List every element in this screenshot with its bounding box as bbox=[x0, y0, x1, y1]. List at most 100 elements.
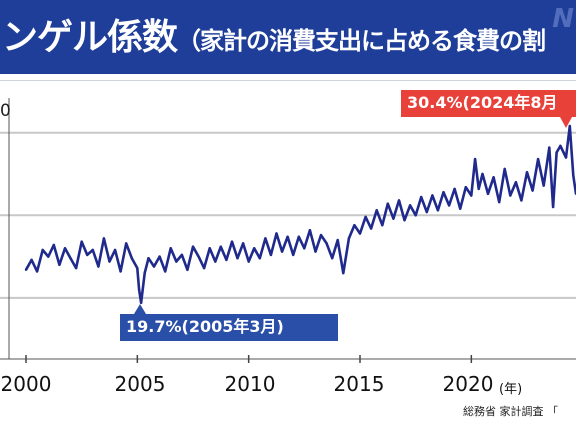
data-point-12 bbox=[91, 248, 95, 252]
data-point-91 bbox=[514, 181, 518, 184]
callout-high-pointer bbox=[560, 117, 572, 128]
data-point-0 bbox=[24, 268, 28, 271]
data-point-55 bbox=[319, 233, 323, 237]
data-point-86 bbox=[486, 192, 490, 195]
data-point-14 bbox=[102, 237, 106, 240]
x-tick-label-2000: 2000 bbox=[0, 372, 52, 396]
data-point-2 bbox=[35, 270, 39, 273]
data-point-4 bbox=[47, 255, 50, 258]
data-point-17 bbox=[119, 270, 122, 273]
data-point-8 bbox=[69, 257, 72, 260]
data-point-97 bbox=[548, 146, 551, 149]
data-point-67 bbox=[386, 202, 389, 205]
data-point-69 bbox=[397, 199, 401, 202]
data-point-101 bbox=[564, 156, 568, 159]
data-point-68 bbox=[392, 217, 395, 220]
y-axis-label-fragment: 0 bbox=[0, 101, 11, 121]
data-point-56 bbox=[325, 242, 328, 245]
data-point-32 bbox=[191, 245, 195, 248]
data-point-76 bbox=[436, 209, 440, 212]
data-point-73 bbox=[420, 195, 423, 199]
data-point-26 bbox=[158, 255, 161, 258]
data-point-49 bbox=[286, 235, 289, 238]
data-point-47 bbox=[275, 232, 278, 235]
data-point-93 bbox=[525, 171, 529, 174]
data-point-15 bbox=[108, 260, 111, 263]
data-point-66 bbox=[381, 224, 384, 227]
data-point-78 bbox=[447, 204, 451, 207]
data-point-65 bbox=[375, 209, 378, 212]
data-point-82 bbox=[470, 194, 473, 197]
data-point-90 bbox=[509, 194, 512, 197]
annotation-low: 19.7%(2005年3月) bbox=[120, 314, 338, 341]
data-point-24 bbox=[147, 257, 150, 260]
data-point-31 bbox=[186, 268, 189, 271]
data-point-80 bbox=[459, 207, 462, 210]
data-point-25 bbox=[152, 265, 156, 268]
data-point-53 bbox=[308, 229, 312, 232]
data-point-33 bbox=[197, 255, 200, 258]
data-point-43 bbox=[253, 247, 256, 250]
title-main: ンゲル係数 bbox=[2, 17, 178, 58]
data-point-37 bbox=[219, 245, 222, 248]
data-point-27 bbox=[164, 270, 167, 273]
data-point-81 bbox=[464, 186, 467, 189]
data-point-45 bbox=[264, 237, 267, 240]
x-tick-label-2010: 2010 bbox=[224, 372, 276, 396]
x-tick-marks bbox=[25, 355, 473, 363]
data-points bbox=[24, 124, 576, 304]
data-point-59 bbox=[342, 271, 345, 275]
data-point-22 bbox=[139, 301, 143, 304]
title-subtitle: （家計の消費支出に占める食費の割 bbox=[177, 27, 546, 55]
data-point-100 bbox=[559, 144, 562, 148]
annotation-high: 30.4%(2024年8月 bbox=[401, 90, 576, 117]
gridlines bbox=[0, 131, 576, 299]
data-point-42 bbox=[247, 260, 250, 263]
data-point-23 bbox=[143, 271, 146, 275]
data-point-39 bbox=[230, 240, 234, 243]
x-axis-unit: (年) bbox=[499, 382, 523, 397]
data-point-103 bbox=[572, 174, 575, 177]
data-point-40 bbox=[236, 257, 239, 260]
data-point-16 bbox=[113, 248, 117, 252]
broadcaster-logo: N bbox=[552, 4, 574, 34]
data-point-62 bbox=[358, 232, 362, 235]
data-point-64 bbox=[369, 227, 373, 230]
data-point-19 bbox=[130, 257, 133, 260]
data-point-63 bbox=[364, 215, 367, 219]
data-point-96 bbox=[542, 184, 545, 187]
callout-low-pointer bbox=[134, 304, 146, 314]
data-point-85 bbox=[481, 172, 484, 176]
data-point-5 bbox=[52, 243, 55, 247]
data-point-50 bbox=[292, 253, 295, 257]
data-point-18 bbox=[125, 242, 128, 245]
data-point-46 bbox=[269, 253, 273, 257]
data-point-71 bbox=[408, 204, 412, 207]
data-point-36 bbox=[214, 260, 217, 263]
data-point-95 bbox=[536, 157, 540, 161]
data-point-34 bbox=[202, 266, 206, 270]
data-point-58 bbox=[336, 238, 339, 242]
data-point-74 bbox=[425, 210, 428, 214]
data-point-29 bbox=[175, 260, 178, 263]
data-point-28 bbox=[169, 247, 172, 250]
title-banner: ンゲル係数（家計の消費支出に占める食費の割 N bbox=[0, 0, 576, 74]
data-point-94 bbox=[531, 189, 534, 192]
data-point-20 bbox=[136, 266, 139, 270]
x-tick-label-2020: 2020 bbox=[442, 372, 494, 396]
data-point-6 bbox=[58, 263, 61, 266]
data-point-87 bbox=[492, 176, 495, 179]
data-point-77 bbox=[442, 191, 445, 194]
chart-title: ンゲル係数（家計の消費支出に占める食費の割 bbox=[2, 8, 546, 60]
data-point-88 bbox=[498, 200, 501, 204]
data-point-30 bbox=[180, 253, 184, 257]
data-point-11 bbox=[86, 253, 89, 257]
data-point-13 bbox=[97, 265, 100, 268]
data-point-60 bbox=[347, 237, 351, 240]
data-point-3 bbox=[41, 248, 44, 252]
data-point-70 bbox=[403, 219, 406, 222]
data-point-98 bbox=[551, 205, 555, 209]
x-tick-label-2005: 2005 bbox=[114, 372, 166, 396]
data-point-44 bbox=[258, 257, 261, 260]
